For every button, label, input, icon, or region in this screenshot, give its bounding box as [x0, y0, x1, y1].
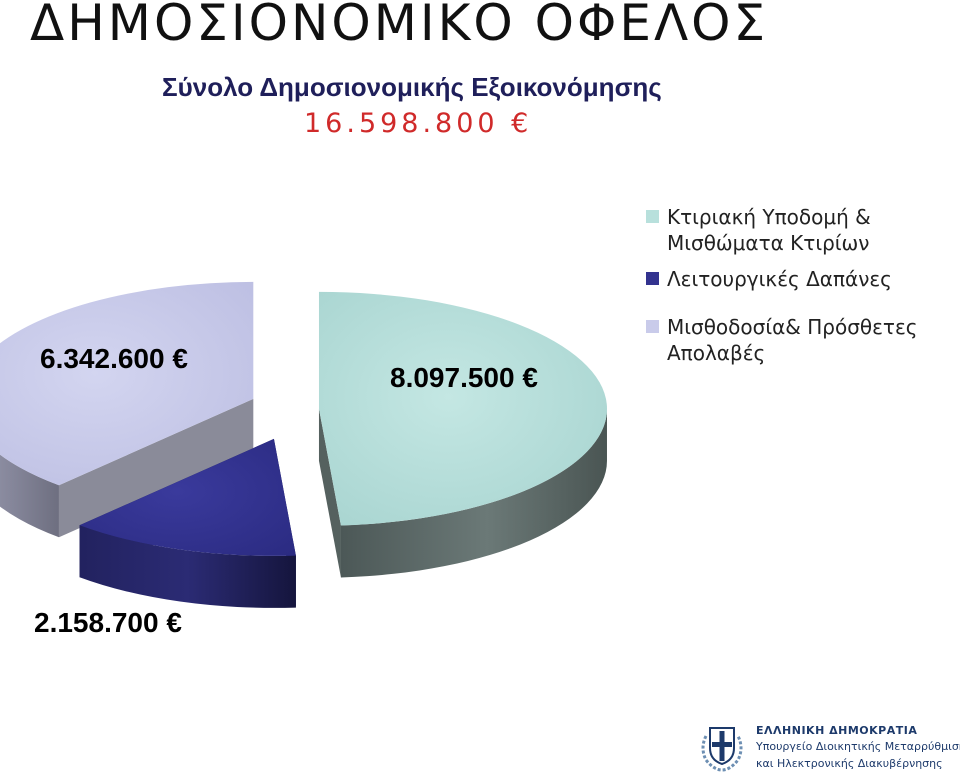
pie-chart: 8.097.500 € 2.158.700 € 6.342.600 € — [0, 281, 608, 638]
legend-item-kitriaki: Κτιριακή Υποδομή & Μισθώματα Κτιρίων — [646, 204, 946, 256]
greek-coat-of-arms-icon — [701, 727, 743, 772]
legend-swatch — [646, 210, 659, 223]
legend-swatch — [646, 272, 659, 285]
slice-cut-face — [318, 408, 341, 578]
footer-line-3: και Ηλεκτρονικής Διακυβέρνησης — [756, 757, 943, 770]
slice-outer-wall — [0, 454, 59, 538]
page-title: ΔΗΜΟΣΙΟΝΟΜΙΚΟ ΟΦΕΛΟΣ — [30, 0, 769, 52]
slice-label-misthodosia: 6.342.600 € — [40, 343, 188, 374]
total-savings-value: 16.598.800 € — [304, 108, 533, 139]
footer-line-2: Υπουργείο Διοικητικής Μεταρρύθμισης — [756, 740, 960, 753]
slice-outer-wall — [340, 408, 607, 578]
chart-subtitle: Σύνολο Δημοσιονομικής Εξοικονόμησης — [162, 72, 662, 102]
legend-label: Κτιριακή Υποδομή & Μισθώματα Κτιρίων — [667, 205, 871, 255]
ministry-footer: ΕΛΛΗΝΙΚΗ ΔΗΜΟΚΡΑΤΙΑ Υπουργείο Διοικητική… — [696, 718, 960, 772]
pie-slice-misthodosia — [0, 281, 254, 538]
legend-label: Μισθοδοσία& Πρόσθετες Απολαβές — [667, 315, 918, 365]
legend-label: Λειτουργικές Δαπάνες — [667, 267, 892, 291]
chart-legend: Κτιριακή Υποδομή & Μισθώματα Κτιρίων Λει… — [646, 204, 946, 376]
legend-item-leitourgikes: Λειτουργικές Δαπάνες — [646, 266, 946, 292]
slice-label-kitriaki: 8.097.500 € — [390, 362, 538, 393]
slice-top-face — [0, 281, 254, 486]
legend-swatch — [646, 320, 659, 333]
slice-cut-face — [58, 398, 254, 538]
slice-top-face — [79, 438, 296, 556]
pie-slice-leitourgikes — [79, 438, 296, 608]
pie-slice-kitriaki — [318, 291, 608, 578]
footer-line-1: ΕΛΛΗΝΙΚΗ ΔΗΜΟΚΡΑΤΙΑ — [756, 724, 918, 737]
slice-top-face — [318, 291, 608, 526]
slice-outer-wall — [79, 525, 296, 608]
slice-label-leitourgikes: 2.158.700 € — [34, 607, 182, 638]
legend-item-misthodosia: Μισθοδοσία& Πρόσθετες Απολαβές — [646, 314, 946, 366]
